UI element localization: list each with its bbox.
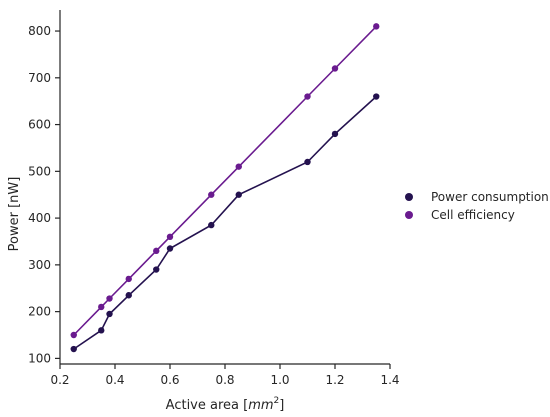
data-point-power-consumption bbox=[373, 93, 380, 100]
data-point-cell-efficiency bbox=[235, 163, 242, 170]
data-point-cell-efficiency bbox=[304, 93, 311, 100]
x-tick-label: 0.2 bbox=[50, 373, 69, 387]
data-point-cell-efficiency bbox=[125, 275, 132, 283]
x-tick-label: 0.6 bbox=[160, 373, 179, 387]
data-point-cell-efficiency bbox=[166, 233, 174, 241]
legend: Power consumption Cell efficiency bbox=[405, 190, 549, 222]
data-point-power-consumption bbox=[153, 266, 160, 273]
x-tick-label: 0.4 bbox=[105, 373, 124, 387]
series-cell-efficiency bbox=[70, 23, 380, 339]
data-point-power-consumption bbox=[235, 191, 242, 198]
data-point-cell-efficiency bbox=[208, 191, 215, 198]
data-point-power-consumption bbox=[331, 130, 339, 138]
x-axis-label-prefix: Active area [ bbox=[166, 398, 249, 413]
legend-label: Cell efficiency bbox=[431, 208, 515, 222]
x-tick-label: 1.4 bbox=[380, 373, 399, 387]
y-tick-label: 400 bbox=[28, 211, 51, 225]
y-tick-label: 800 bbox=[28, 24, 51, 38]
data-point-power-consumption bbox=[208, 221, 215, 229]
y-tick-label: 700 bbox=[28, 71, 51, 85]
x-tick-label: 1.2 bbox=[325, 373, 344, 387]
x-tick-label: 0.8 bbox=[215, 373, 234, 387]
data-point-power-consumption bbox=[106, 310, 113, 318]
data-point-power-consumption bbox=[70, 345, 77, 353]
series-line-power-consumption bbox=[73, 95, 377, 350]
series-line-cell-efficiency bbox=[73, 25, 377, 336]
data-point-power-consumption bbox=[125, 292, 132, 299]
x-axis-label-suffix: ] bbox=[279, 398, 284, 413]
y-tick-label: 500 bbox=[28, 164, 51, 178]
data-point-power-consumption bbox=[98, 327, 105, 334]
plot-area bbox=[70, 23, 380, 353]
y-tick-label: 200 bbox=[28, 305, 51, 319]
y-tick-label: 100 bbox=[28, 351, 51, 365]
y-tick-label: 600 bbox=[28, 118, 51, 132]
data-point-cell-efficiency bbox=[331, 65, 339, 72]
data-point-cell-efficiency bbox=[98, 303, 105, 311]
data-point-power-consumption bbox=[304, 158, 311, 166]
x-axis-label: Active area [mm2] bbox=[166, 396, 285, 413]
axes: 0.2 0.4 0.6 0.8 1.0 1.2 1.4 100 200 300 400 500 600 7… bbox=[28, 10, 400, 387]
x-axis-label-exponent: 2 bbox=[274, 396, 280, 406]
legend-item-power-consumption: Power consumption bbox=[405, 190, 549, 204]
series-power-consumption bbox=[70, 93, 380, 353]
x-axis-label-unit: mm bbox=[248, 398, 273, 413]
data-point-cell-efficiency bbox=[153, 247, 160, 255]
y-axis-label: Power [nW] bbox=[7, 177, 22, 252]
legend-label: Power consumption bbox=[431, 190, 549, 204]
data-point-cell-efficiency bbox=[106, 295, 113, 302]
legend-marker bbox=[405, 193, 413, 201]
data-point-cell-efficiency bbox=[373, 23, 380, 30]
data-point-power-consumption bbox=[166, 245, 174, 252]
legend-marker bbox=[405, 211, 413, 219]
data-point-cell-efficiency bbox=[70, 331, 77, 339]
legend-item-cell-efficiency: Cell efficiency bbox=[405, 208, 515, 222]
x-tick-label: 1.0 bbox=[270, 373, 289, 387]
y-tick-label: 300 bbox=[28, 258, 51, 272]
